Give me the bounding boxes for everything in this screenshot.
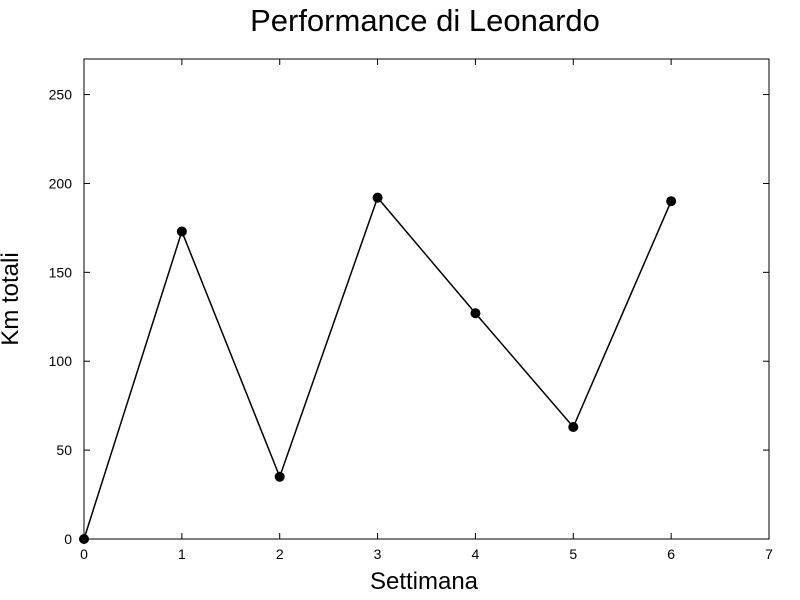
x-tick-label: 3 bbox=[374, 546, 382, 562]
y-tick-label: 250 bbox=[49, 87, 73, 103]
series-group bbox=[79, 192, 677, 544]
x-axis-label: Settimana bbox=[370, 568, 479, 595]
y-tick-label: 150 bbox=[49, 264, 73, 280]
data-point bbox=[568, 422, 579, 432]
x-tick-label: 5 bbox=[569, 546, 577, 562]
x-tick-label: 6 bbox=[667, 546, 675, 562]
data-point bbox=[79, 534, 89, 544]
axis-ticks: 0 1 2 3 4 5 6 7 0 50 100 150 200 250 bbox=[49, 59, 773, 562]
y-axis-label: Km totali bbox=[0, 252, 24, 345]
x-tick-label: 2 bbox=[276, 546, 284, 562]
x-tick-label: 4 bbox=[472, 546, 480, 562]
y-tick-label: 0 bbox=[64, 531, 72, 547]
series-line bbox=[83, 196, 672, 540]
data-point bbox=[470, 308, 481, 319]
data-point bbox=[274, 471, 285, 482]
y-tick-label: 200 bbox=[49, 175, 73, 191]
data-point bbox=[666, 196, 677, 207]
y-tick-label: 50 bbox=[56, 442, 72, 458]
chart-title: Performance di Leonardo bbox=[250, 3, 600, 38]
x-tick-label: 7 bbox=[765, 546, 773, 562]
y-tick-label: 100 bbox=[49, 353, 73, 369]
x-tick-label: 1 bbox=[178, 546, 186, 562]
data-point bbox=[176, 226, 187, 237]
data-point bbox=[372, 192, 383, 203]
plot-frame bbox=[83, 58, 770, 540]
x-tick-label: 0 bbox=[80, 546, 88, 562]
